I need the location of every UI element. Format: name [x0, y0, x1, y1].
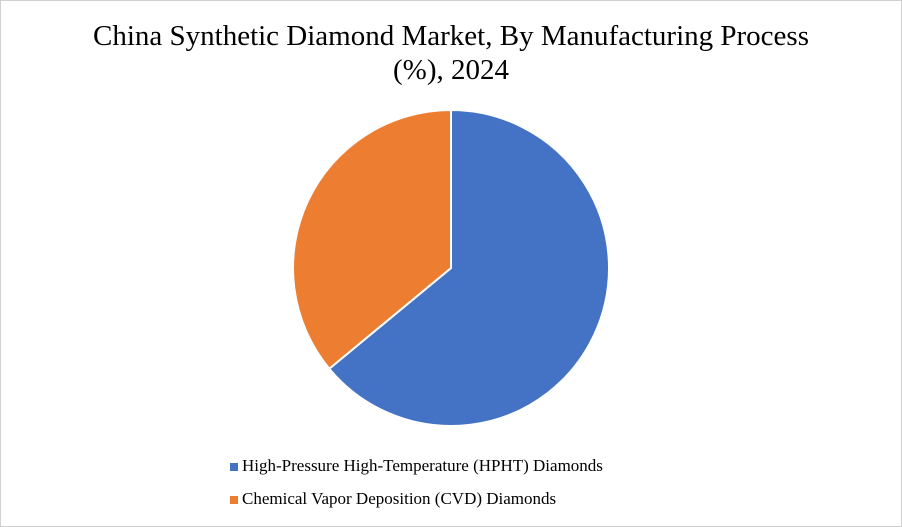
legend-label: High-Pressure High-Temperature (HPHT) Di…	[242, 456, 603, 475]
legend-label: Chemical Vapor Deposition (CVD) Diamonds	[242, 489, 556, 508]
chart-title: China Synthetic Diamond Market, By Manuf…	[92, 20, 809, 86]
pie-slice	[327, 108, 610, 427]
pie-slice	[292, 108, 452, 371]
legend-swatch	[230, 496, 238, 504]
legend-swatch	[230, 463, 238, 471]
